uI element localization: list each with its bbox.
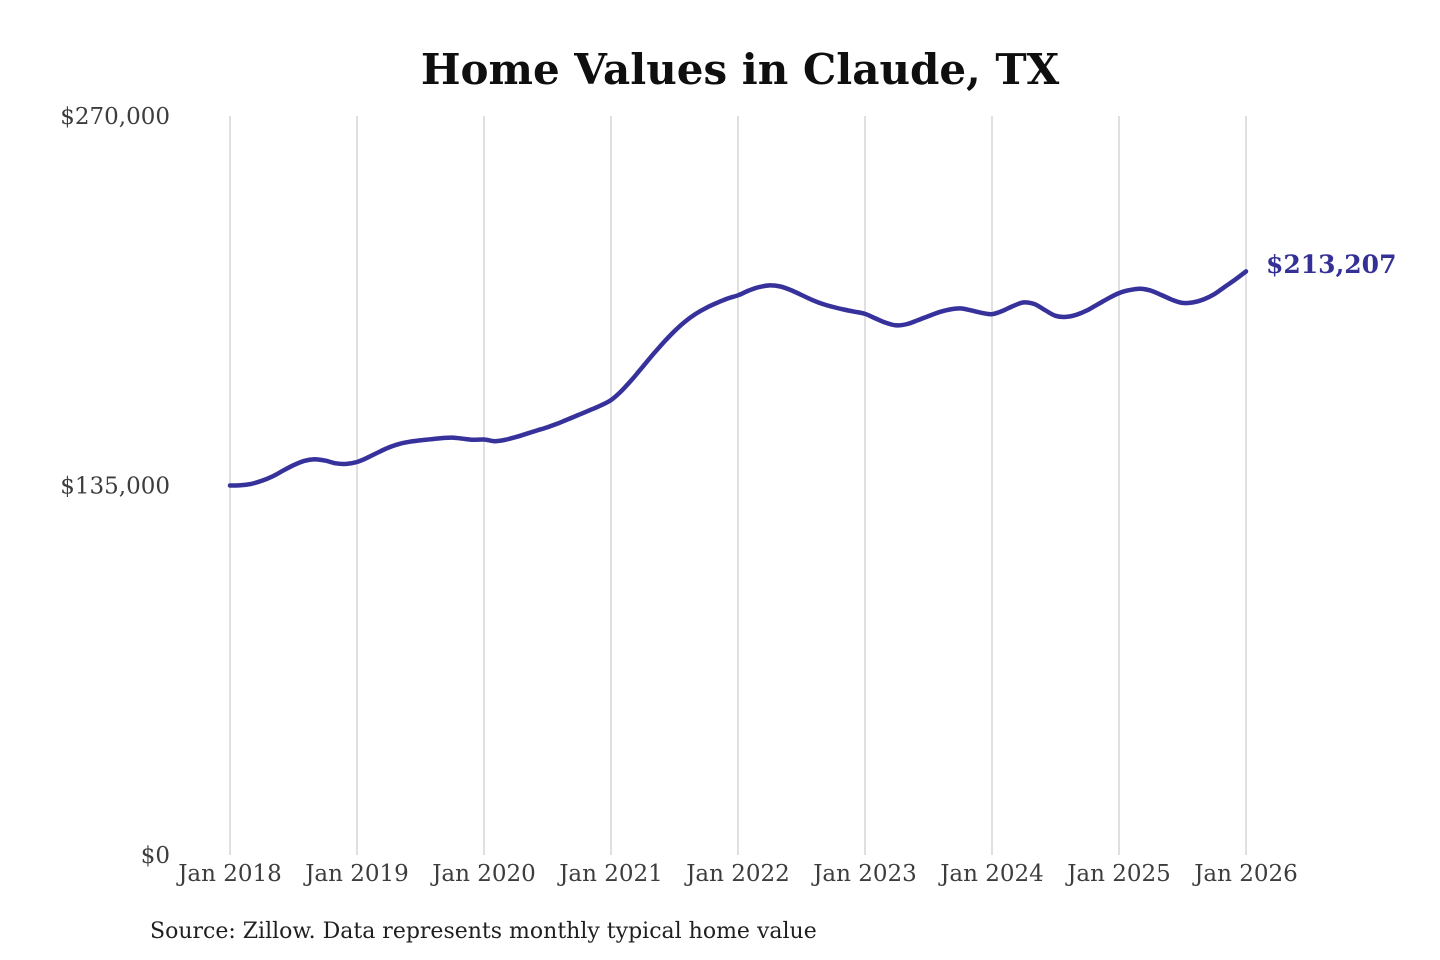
x-tick-label: Jan 2022 xyxy=(684,861,790,887)
x-tick-label: Jan 2026 xyxy=(1192,861,1298,887)
x-tick-label: Jan 2023 xyxy=(811,861,917,887)
home-value-line xyxy=(227,269,1249,488)
gridlines xyxy=(229,116,1247,855)
x-tick-label: Jan 2021 xyxy=(557,861,663,887)
source-note: Source: Zillow. Data represents monthly … xyxy=(150,919,817,944)
y-tick-label: $135,000 xyxy=(60,474,170,500)
x-tick-label: Jan 2019 xyxy=(303,861,409,887)
y-tick-label: $270,000 xyxy=(60,104,170,130)
y-tick-label: $0 xyxy=(141,843,170,869)
x-tick-label: Jan 2025 xyxy=(1065,861,1171,887)
x-tick-label: Jan 2024 xyxy=(938,861,1044,887)
x-tick-label: Jan 2018 xyxy=(176,861,282,887)
y-axis-labels: $0 $135,000 $270,000 xyxy=(60,104,170,869)
x-tick-label: Jan 2020 xyxy=(430,861,536,887)
x-axis-labels: Jan 2018 Jan 2019 Jan 2020 Jan 2021 Jan 2022… xyxy=(176,861,1298,887)
chart-title: Home Values in Claude, TX xyxy=(421,45,1060,94)
end-value-label: $213,207 xyxy=(1266,250,1396,279)
